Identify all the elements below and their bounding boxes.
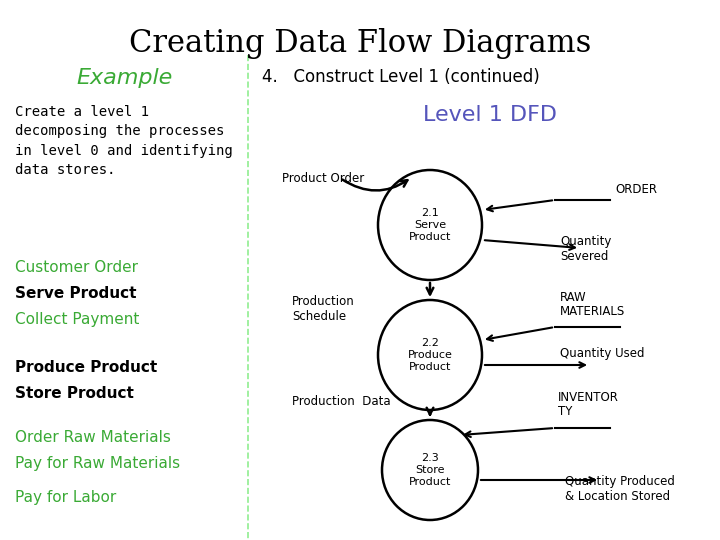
Text: Creating Data Flow Diagrams: Creating Data Flow Diagrams — [129, 28, 591, 59]
Text: Example: Example — [77, 68, 174, 88]
Text: INVENTOR
TY: INVENTOR TY — [558, 391, 619, 418]
Text: Create a level 1
decomposing the processes
in level 0 and identifying
data store: Create a level 1 decomposing the process… — [15, 105, 233, 178]
Text: Pay for Raw Materials: Pay for Raw Materials — [15, 456, 180, 471]
Text: Collect Payment: Collect Payment — [15, 312, 140, 327]
Text: Store Product: Store Product — [15, 386, 134, 401]
Text: Pay for Labor: Pay for Labor — [15, 490, 116, 505]
Text: Produce Product: Produce Product — [15, 360, 157, 375]
Text: Level 1 DFD: Level 1 DFD — [423, 105, 557, 125]
Text: 2.1
Serve
Product: 2.1 Serve Product — [409, 207, 451, 242]
Text: Order Raw Materials: Order Raw Materials — [15, 430, 171, 445]
Text: RAW
MATERIALS: RAW MATERIALS — [560, 291, 625, 318]
Text: Production  Data: Production Data — [292, 395, 391, 408]
Text: Product Order: Product Order — [282, 172, 364, 185]
Text: Quantity Used: Quantity Used — [560, 347, 644, 360]
Text: 4.   Construct Level 1 (continued): 4. Construct Level 1 (continued) — [262, 68, 540, 86]
Text: Serve Product: Serve Product — [15, 286, 137, 301]
Text: Quantity Produced
& Location Stored: Quantity Produced & Location Stored — [565, 475, 675, 503]
Text: 2.3
Store
Product: 2.3 Store Product — [409, 453, 451, 488]
Text: Production
Schedule: Production Schedule — [292, 295, 355, 323]
Text: ORDER: ORDER — [615, 183, 657, 196]
Text: Customer Order: Customer Order — [15, 260, 138, 275]
Text: 2.2
Produce
Product: 2.2 Produce Product — [408, 338, 452, 373]
Text: Quantity
Severed: Quantity Severed — [560, 235, 611, 263]
